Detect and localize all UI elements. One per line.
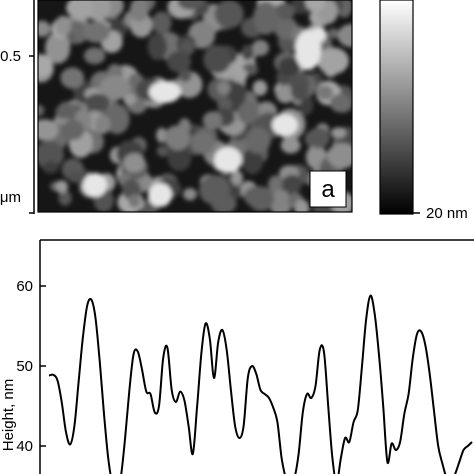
profile-y-tick-label: 60 [16, 278, 33, 295]
afm-grain [226, 82, 247, 104]
afm-grain-bright [149, 81, 181, 103]
afm-grain [67, 171, 84, 183]
afm-grain [68, 0, 94, 21]
afm-grain [94, 114, 111, 135]
afm-image: 0.5 μm a [0, 0, 353, 214]
afm-grain [179, 39, 195, 56]
afm-grain [177, 0, 204, 10]
afm-grain [305, 0, 326, 13]
afm-grain-bright [214, 147, 242, 173]
afm-grain-bright [272, 114, 298, 136]
afm-grain [83, 47, 106, 65]
afm-grain [38, 140, 64, 169]
afm-grain [330, 127, 347, 139]
afm-grain [123, 93, 137, 106]
afm-grain [60, 67, 85, 89]
afm-grain [151, 11, 172, 34]
afm-grain-bright [83, 173, 107, 197]
afm-grain [230, 170, 243, 186]
afm-grain [294, 199, 310, 212]
afm-grain [190, 131, 215, 155]
afm-grain [245, 127, 271, 154]
afm-grain [269, 189, 292, 212]
afm-grain [274, 3, 296, 20]
afm-grain [38, 119, 59, 141]
afm-grain [275, 83, 296, 104]
afm-grain [38, 54, 53, 77]
afm-grain [104, 103, 130, 135]
afm-grain [242, 148, 263, 175]
afm-grain [38, 20, 51, 37]
afm-grain [241, 44, 254, 61]
afm-grain [147, 33, 167, 61]
afm-grain [278, 57, 301, 77]
afm-grain [337, 23, 352, 48]
afm-y-tick-label: 0.5 [0, 48, 21, 65]
afm-grain [327, 143, 352, 169]
afm-grain [164, 125, 191, 151]
profile-series-line [48, 294, 473, 474]
afm-grain [43, 161, 59, 174]
profile-y-axis-label: Height, nm [0, 379, 17, 452]
afm-grain [55, 15, 72, 36]
afm-grain-bright [310, 28, 326, 42]
afm-grain [217, 81, 231, 95]
afm-grain [252, 80, 268, 96]
afm-grain [167, 145, 192, 172]
afm-grain-bright [148, 183, 172, 207]
afm-grain [282, 174, 303, 194]
afm-grain [253, 1, 279, 35]
afm-grain [183, 188, 197, 201]
afm-grain [61, 120, 85, 141]
afm-image-frame [37, 0, 353, 213]
afm-grain [330, 93, 351, 113]
afm-grain [199, 175, 231, 205]
panel-label-box [309, 170, 347, 208]
profile-y-tick-label: 50 [16, 358, 33, 375]
profile-y-ticks: 40 50 60 [16, 278, 46, 455]
afm-grain [236, 68, 248, 82]
afm-grain [82, 21, 110, 43]
afm-grain [202, 111, 223, 130]
profile-y-tick-label: 40 [16, 438, 33, 455]
panel-label: a [321, 176, 335, 203]
colorbar-label: 20 nm [426, 205, 468, 222]
colorbar-gradient [379, 0, 414, 215]
afm-grain [58, 190, 72, 206]
afm-grain [248, 186, 274, 212]
afm-grain [55, 104, 73, 120]
afm-grain [214, 0, 244, 29]
afm-grain [268, 175, 284, 194]
afm-grain [99, 75, 130, 101]
afm-grain [38, 104, 45, 117]
afm-grain [55, 180, 68, 194]
afm-grain [128, 194, 141, 208]
afm-grain [280, 137, 301, 154]
afm-grain [85, 93, 111, 112]
afm-y-unit-label: μm [0, 189, 21, 206]
afm-grain [123, 153, 146, 173]
afm-grain [203, 45, 232, 74]
afm-grain [317, 47, 349, 75]
afm-grain [156, 145, 170, 157]
afm-grain [166, 51, 192, 73]
afm-grain [317, 85, 333, 100]
afm-grain [291, 83, 309, 101]
profile-chart: 40 50 60 Height, nm [0, 239, 474, 474]
afm-grain [130, 0, 149, 22]
afm-grain [327, 28, 340, 39]
afm-grain [307, 127, 330, 149]
colorbar: 20 nm [379, 0, 468, 222]
afm-grain [237, 101, 259, 125]
afm-grain [45, 32, 71, 64]
